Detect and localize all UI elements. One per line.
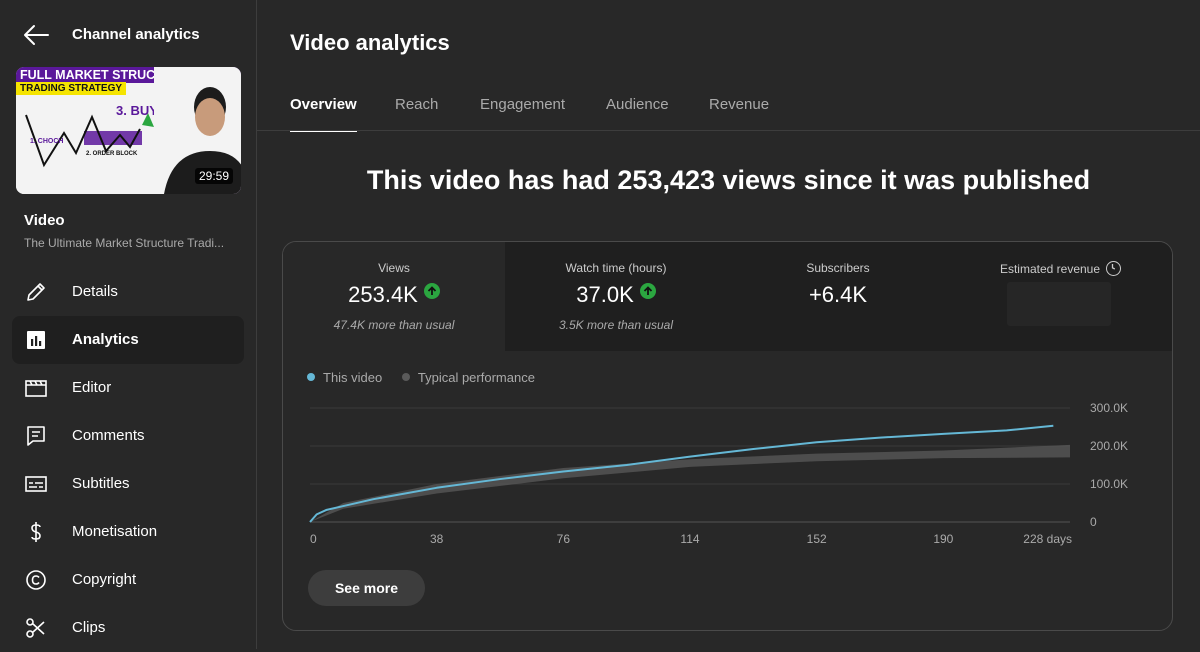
sidebar-item-monetisation[interactable]: Monetisation bbox=[12, 508, 244, 556]
metric-value-text: 253.4K bbox=[348, 282, 418, 307]
sidebar-item-label: Details bbox=[72, 283, 118, 300]
y-tick-label: 200.0K bbox=[1090, 439, 1128, 453]
see-more-button[interactable]: See more bbox=[308, 570, 425, 606]
sidebar-item-analytics[interactable]: Analytics bbox=[12, 316, 244, 364]
metric-label: Views bbox=[378, 261, 410, 275]
back-arrow-icon[interactable] bbox=[22, 22, 50, 48]
trend-up-icon bbox=[639, 283, 656, 299]
sidebar-item-label: Copyright bbox=[72, 571, 137, 588]
video-duration: 29:59 bbox=[194, 168, 233, 184]
metric-value: 253.4K bbox=[283, 282, 505, 308]
main-content: Video analytics Overview Reach Engagemen… bbox=[257, 0, 1200, 649]
sidebar-item-comments[interactable]: Comments bbox=[12, 412, 244, 460]
legend-this-video[interactable]: This video bbox=[307, 370, 382, 385]
overview-card: Views 253.4K 47.4K more than usual Watch… bbox=[282, 241, 1173, 631]
x-tick-label: 76 bbox=[557, 532, 571, 546]
tab-engagement[interactable]: Engagement bbox=[480, 96, 566, 113]
legend-dot bbox=[401, 373, 410, 381]
x-tick-label: 38 bbox=[430, 532, 444, 546]
x-tick-label: 228 days bbox=[1023, 532, 1072, 546]
y-tick-label: 0 bbox=[1090, 515, 1097, 529]
legend-label: This video bbox=[323, 370, 383, 385]
tab-reach[interactable]: Reach bbox=[395, 96, 439, 113]
sidebar-item-label: Subtitles bbox=[72, 475, 130, 492]
metric-value: 37.0K bbox=[505, 282, 727, 308]
tab-audience[interactable]: Audience bbox=[606, 96, 669, 113]
metrics-row: Views 253.4K 47.4K more than usual Watch… bbox=[283, 242, 1172, 351]
thumbnail-choch-label: 1. CHOCH bbox=[30, 138, 63, 145]
x-tick-label: 190 bbox=[933, 532, 953, 546]
y-tick-label: 300.0K bbox=[1090, 401, 1128, 415]
metric-note: 47.4K more than usual bbox=[333, 318, 455, 332]
metric-subscribers[interactable]: Subscribers +6.4K bbox=[727, 242, 950, 351]
sidebar-nav: Details Analytics Editor Comments bbox=[12, 268, 244, 652]
thumbnail-buy-label: 3. BUY bbox=[116, 103, 156, 118]
page-title: Video analytics bbox=[290, 30, 450, 55]
metric-value: +6.4K bbox=[808, 282, 868, 307]
thumbnail-headline-1: FULL MARKET STRUCTURE bbox=[16, 67, 194, 83]
tab-revenue[interactable]: Revenue bbox=[709, 96, 770, 113]
thumbnail-headline-2: TRADING STRATEGY bbox=[16, 82, 127, 95]
comment-icon bbox=[27, 426, 45, 446]
metric-label: Estimated revenue bbox=[949, 261, 1172, 276]
views-headline: This video has had 253,423 views since i… bbox=[366, 165, 1091, 195]
sidebar-item-subtitles[interactable]: Subtitles bbox=[12, 460, 244, 508]
thumbnail-market-structure-art: 3. BUY 1. CHOCH 2. ORDER BLOCK bbox=[16, 95, 156, 194]
this-video-line bbox=[309, 424, 1054, 523]
analytics-icon bbox=[27, 331, 45, 349]
legend-typical-performance[interactable]: Typical performance bbox=[401, 370, 535, 385]
tabs-divider bbox=[257, 130, 1200, 131]
sidebar-header: Channel analytics bbox=[0, 0, 256, 68]
metric-views[interactable]: Views 253.4K 47.4K more than usual bbox=[283, 242, 506, 351]
x-tick-label: 152 bbox=[807, 532, 827, 546]
scissors-icon bbox=[26, 618, 45, 638]
tab-overview[interactable]: Overview bbox=[290, 96, 357, 132]
revenue-hidden-value bbox=[1007, 282, 1111, 326]
metric-label-text: Estimated revenue bbox=[999, 262, 1101, 276]
metric-note: 3.5K more than usual bbox=[558, 318, 674, 332]
metric-label: Subscribers bbox=[806, 261, 870, 275]
dollar-icon bbox=[31, 522, 41, 542]
sidebar-item-label: Monetisation bbox=[72, 523, 158, 540]
metric-watch-time[interactable]: Watch time (hours) 37.0K 3.5K more than … bbox=[505, 242, 728, 351]
legend-label: Typical performance bbox=[417, 370, 535, 385]
sidebar-item-details[interactable]: Details bbox=[12, 268, 244, 316]
video-thumbnail[interactable]: FULL MARKET STRUCTURE TRADING STRATEGY 3… bbox=[16, 67, 241, 194]
metric-estimated-revenue[interactable]: Estimated revenue bbox=[949, 242, 1172, 351]
metric-value-text: 37.0K bbox=[576, 282, 634, 307]
sidebar-title: Channel analytics bbox=[72, 26, 200, 43]
thumbnail-order-block-label: 2. ORDER BLOCK bbox=[86, 151, 138, 157]
views-chart: 300.0K 200.0K 100.0K 0 0 38 76 114 152 190 228 day… bbox=[309, 401, 1128, 546]
sidebar-item-copyright[interactable]: Copyright bbox=[12, 556, 244, 604]
x-tick-label: 114 bbox=[680, 532, 699, 546]
trend-up-icon bbox=[423, 283, 440, 299]
sidebar-item-label: Clips bbox=[72, 619, 106, 636]
sidebar-item-label: Comments bbox=[72, 427, 145, 444]
legend-dot bbox=[307, 373, 315, 381]
clock-icon bbox=[1106, 261, 1122, 276]
video-title: The Ultimate Market Structure Tradi... bbox=[24, 236, 225, 250]
sidebar: Channel analytics FULL MARKET STRUCTURE … bbox=[0, 0, 257, 649]
sidebar-item-editor[interactable]: Editor bbox=[12, 364, 244, 412]
sidebar-item-clips[interactable]: Clips bbox=[12, 604, 244, 652]
pencil-icon bbox=[27, 283, 45, 301]
clapperboard-icon bbox=[25, 380, 47, 397]
subtitles-icon bbox=[25, 476, 47, 492]
y-tick-label: 100.0K bbox=[1090, 477, 1128, 491]
metric-label: Watch time (hours) bbox=[565, 261, 667, 275]
chart-legend: This video Typical performance bbox=[307, 370, 551, 385]
sidebar-item-label: Analytics bbox=[72, 331, 139, 348]
sidebar-item-label: Editor bbox=[72, 379, 112, 396]
video-section-label: Video bbox=[24, 212, 65, 229]
copyright-icon bbox=[26, 570, 46, 590]
x-tick-label: 0 bbox=[310, 532, 317, 546]
